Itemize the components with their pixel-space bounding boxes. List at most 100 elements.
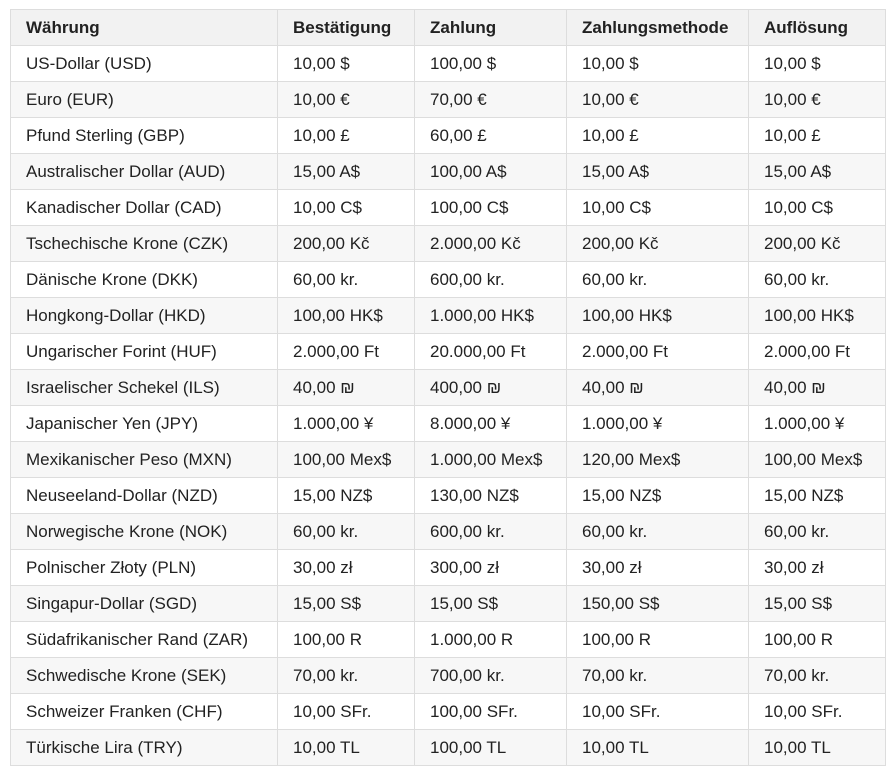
cell-currency: Pfund Sterling (GBP): [10, 117, 278, 154]
cell-payment-method: 10,00 £: [566, 117, 749, 154]
cell-payment: 700,00 kr.: [414, 657, 567, 694]
cell-confirmation: 10,00 $: [277, 45, 415, 82]
cell-currency: Schwedische Krone (SEK): [10, 657, 278, 694]
cell-payment-method: 10,00 SFr.: [566, 693, 749, 730]
cell-currency: Norwegische Krone (NOK): [10, 513, 278, 550]
cell-resolution: 10,00 $: [748, 45, 886, 82]
cell-confirmation: 100,00 R: [277, 621, 415, 658]
cell-resolution: 10,00 €: [748, 81, 886, 118]
cell-confirmation: 15,00 NZ$: [277, 477, 415, 514]
cell-confirmation: 15,00 S$: [277, 585, 415, 622]
cell-payment-method: 2.000,00 Ft: [566, 333, 749, 370]
cell-confirmation: 100,00 HK$: [277, 297, 415, 334]
header-confirmation: Bestätigung: [277, 9, 415, 46]
cell-payment: 8.000,00 ¥: [414, 405, 567, 442]
cell-payment-method: 100,00 R: [566, 621, 749, 658]
cell-payment: 100,00 A$: [414, 153, 567, 190]
cell-currency: Kanadischer Dollar (CAD): [10, 189, 278, 226]
cell-payment-method: 120,00 Mex$: [566, 441, 749, 478]
cell-resolution: 1.000,00 ¥: [748, 405, 886, 442]
table-body: US-Dollar (USD) 10,00 $100,00 $10,00 $10,…: [10, 45, 886, 766]
header-row: Währung Bestätigung Zahlung Zahlungsmeth…: [10, 9, 886, 46]
fee-table-container: Währung Bestätigung Zahlung Zahlungsmeth…: [10, 9, 886, 766]
cell-confirmation: 10,00 SFr.: [277, 693, 415, 730]
cell-confirmation: 200,00 Kč: [277, 225, 415, 262]
cell-currency: US-Dollar (USD): [10, 45, 278, 82]
table-row: Norwegische Krone (NOK) 60,00 kr. 600,00 k…: [10, 513, 886, 550]
cell-confirmation: 30,00 zł: [277, 549, 415, 586]
cell-resolution: 100,00 HK$: [748, 297, 886, 334]
cell-currency: Türkische Lira (TRY): [10, 729, 278, 766]
table-row: Pfund Sterling (GBP) 10,00 £60,00 £10,00 …: [10, 117, 886, 154]
cell-payment: 100,00 TL: [414, 729, 567, 766]
cell-confirmation: 60,00 kr.: [277, 513, 415, 550]
cell-resolution: 2.000,00 Ft: [748, 333, 886, 370]
cell-payment: 100,00 $: [414, 45, 567, 82]
cell-payment-method: 200,00 Kč: [566, 225, 749, 262]
table-row: Polnischer Złoty (PLN) 30,00 zł 300,00 zł 3…: [10, 549, 886, 586]
cell-resolution: 100,00 Mex$: [748, 441, 886, 478]
cell-payment: 1.000,00 Mex$: [414, 441, 567, 478]
cell-currency: Hongkong-Dollar (HKD): [10, 297, 278, 334]
cell-confirmation: 100,00 Mex$: [277, 441, 415, 478]
cell-confirmation: 10,00 €: [277, 81, 415, 118]
cell-resolution: 60,00 kr.: [748, 513, 886, 550]
table-row: Hongkong-Dollar (HKD) 100,00 HK$ 1.000,00 …: [10, 297, 886, 334]
cell-payment-method: 10,00 $: [566, 45, 749, 82]
header-payment: Zahlung: [414, 9, 567, 46]
cell-payment: 130,00 NZ$: [414, 477, 567, 514]
cell-currency: Polnischer Złoty (PLN): [10, 549, 278, 586]
cell-payment-method: 15,00 A$: [566, 153, 749, 190]
cell-payment-method: 10,00 C$: [566, 189, 749, 226]
table-row: Dänische Krone (DKK) 60,00 kr. 600,00 kr. 6…: [10, 261, 886, 298]
cell-resolution: 15,00 A$: [748, 153, 886, 190]
cell-currency: Israelischer Schekel (ILS): [10, 369, 278, 406]
cell-currency: Singapur-Dollar (SGD): [10, 585, 278, 622]
cell-resolution: 40,00 ₪: [748, 369, 886, 406]
cell-payment: 600,00 kr.: [414, 513, 567, 550]
cell-resolution: 10,00 C$: [748, 189, 886, 226]
table-row: Tschechische Krone (CZK) 200,00 Kč 2.000,0…: [10, 225, 886, 262]
cell-confirmation: 1.000,00 ¥: [277, 405, 415, 442]
table-row: Singapur-Dollar (SGD) 15,00 S$ 15,00 S$ 150…: [10, 585, 886, 622]
cell-resolution: 200,00 Kč: [748, 225, 886, 262]
cell-payment-method: 15,00 NZ$: [566, 477, 749, 514]
cell-confirmation: 10,00 C$: [277, 189, 415, 226]
table-row: Neuseeland-Dollar (NZD) 15,00 NZ$ 130,00 N…: [10, 477, 886, 514]
table-row: Kanadischer Dollar (CAD) 10,00 C$ 100,00 C…: [10, 189, 886, 226]
cell-currency: Südafrikanischer Rand (ZAR): [10, 621, 278, 658]
table-row: US-Dollar (USD) 10,00 $100,00 $10,00 $10,…: [10, 45, 886, 82]
cell-payment-method: 10,00 TL: [566, 729, 749, 766]
cell-payment-method: 1.000,00 ¥: [566, 405, 749, 442]
cell-resolution: 100,00 R: [748, 621, 886, 658]
cell-confirmation: 60,00 kr.: [277, 261, 415, 298]
cell-payment-method: 60,00 kr.: [566, 261, 749, 298]
cell-resolution: 10,00 £: [748, 117, 886, 154]
table-row: Südafrikanischer Rand (ZAR) 100,00 R 1.000…: [10, 621, 886, 658]
cell-payment: 400,00 ₪: [414, 369, 567, 406]
cell-payment-method: 70,00 kr.: [566, 657, 749, 694]
cell-currency: Australischer Dollar (AUD): [10, 153, 278, 190]
cell-payment-method: 150,00 S$: [566, 585, 749, 622]
table-row: Mexikanischer Peso (MXN) 100,00 Mex$ 1.000…: [10, 441, 886, 478]
cell-currency: Euro (EUR): [10, 81, 278, 118]
table-row: Schwedische Krone (SEK) 70,00 kr. 700,00 k…: [10, 657, 886, 694]
cell-confirmation: 10,00 £: [277, 117, 415, 154]
table-row: Israelischer Schekel (ILS) 40,00 ₪ 400,00 …: [10, 369, 886, 406]
cell-confirmation: 2.000,00 Ft: [277, 333, 415, 370]
table-row: Japanischer Yen (JPY) 1.000,00 ¥8.000,00 …: [10, 405, 886, 442]
cell-currency: Mexikanischer Peso (MXN): [10, 441, 278, 478]
cell-payment: 100,00 C$: [414, 189, 567, 226]
cell-currency: Tschechische Krone (CZK): [10, 225, 278, 262]
cell-payment-method: 40,00 ₪: [566, 369, 749, 406]
cell-currency: Japanischer Yen (JPY): [10, 405, 278, 442]
currency-fee-table: Währung Bestätigung Zahlung Zahlungsmeth…: [10, 9, 886, 766]
cell-resolution: 30,00 zł: [748, 549, 886, 586]
cell-confirmation: 70,00 kr.: [277, 657, 415, 694]
table-row: Schweizer Franken (CHF) 10,00 SFr. 100,00 …: [10, 693, 886, 730]
cell-resolution: 10,00 SFr.: [748, 693, 886, 730]
cell-resolution: 10,00 TL: [748, 729, 886, 766]
table-row: Ungarischer Forint (HUF) 2.000,00 Ft 20.00…: [10, 333, 886, 370]
cell-payment: 15,00 S$: [414, 585, 567, 622]
cell-payment: 2.000,00 Kč: [414, 225, 567, 262]
